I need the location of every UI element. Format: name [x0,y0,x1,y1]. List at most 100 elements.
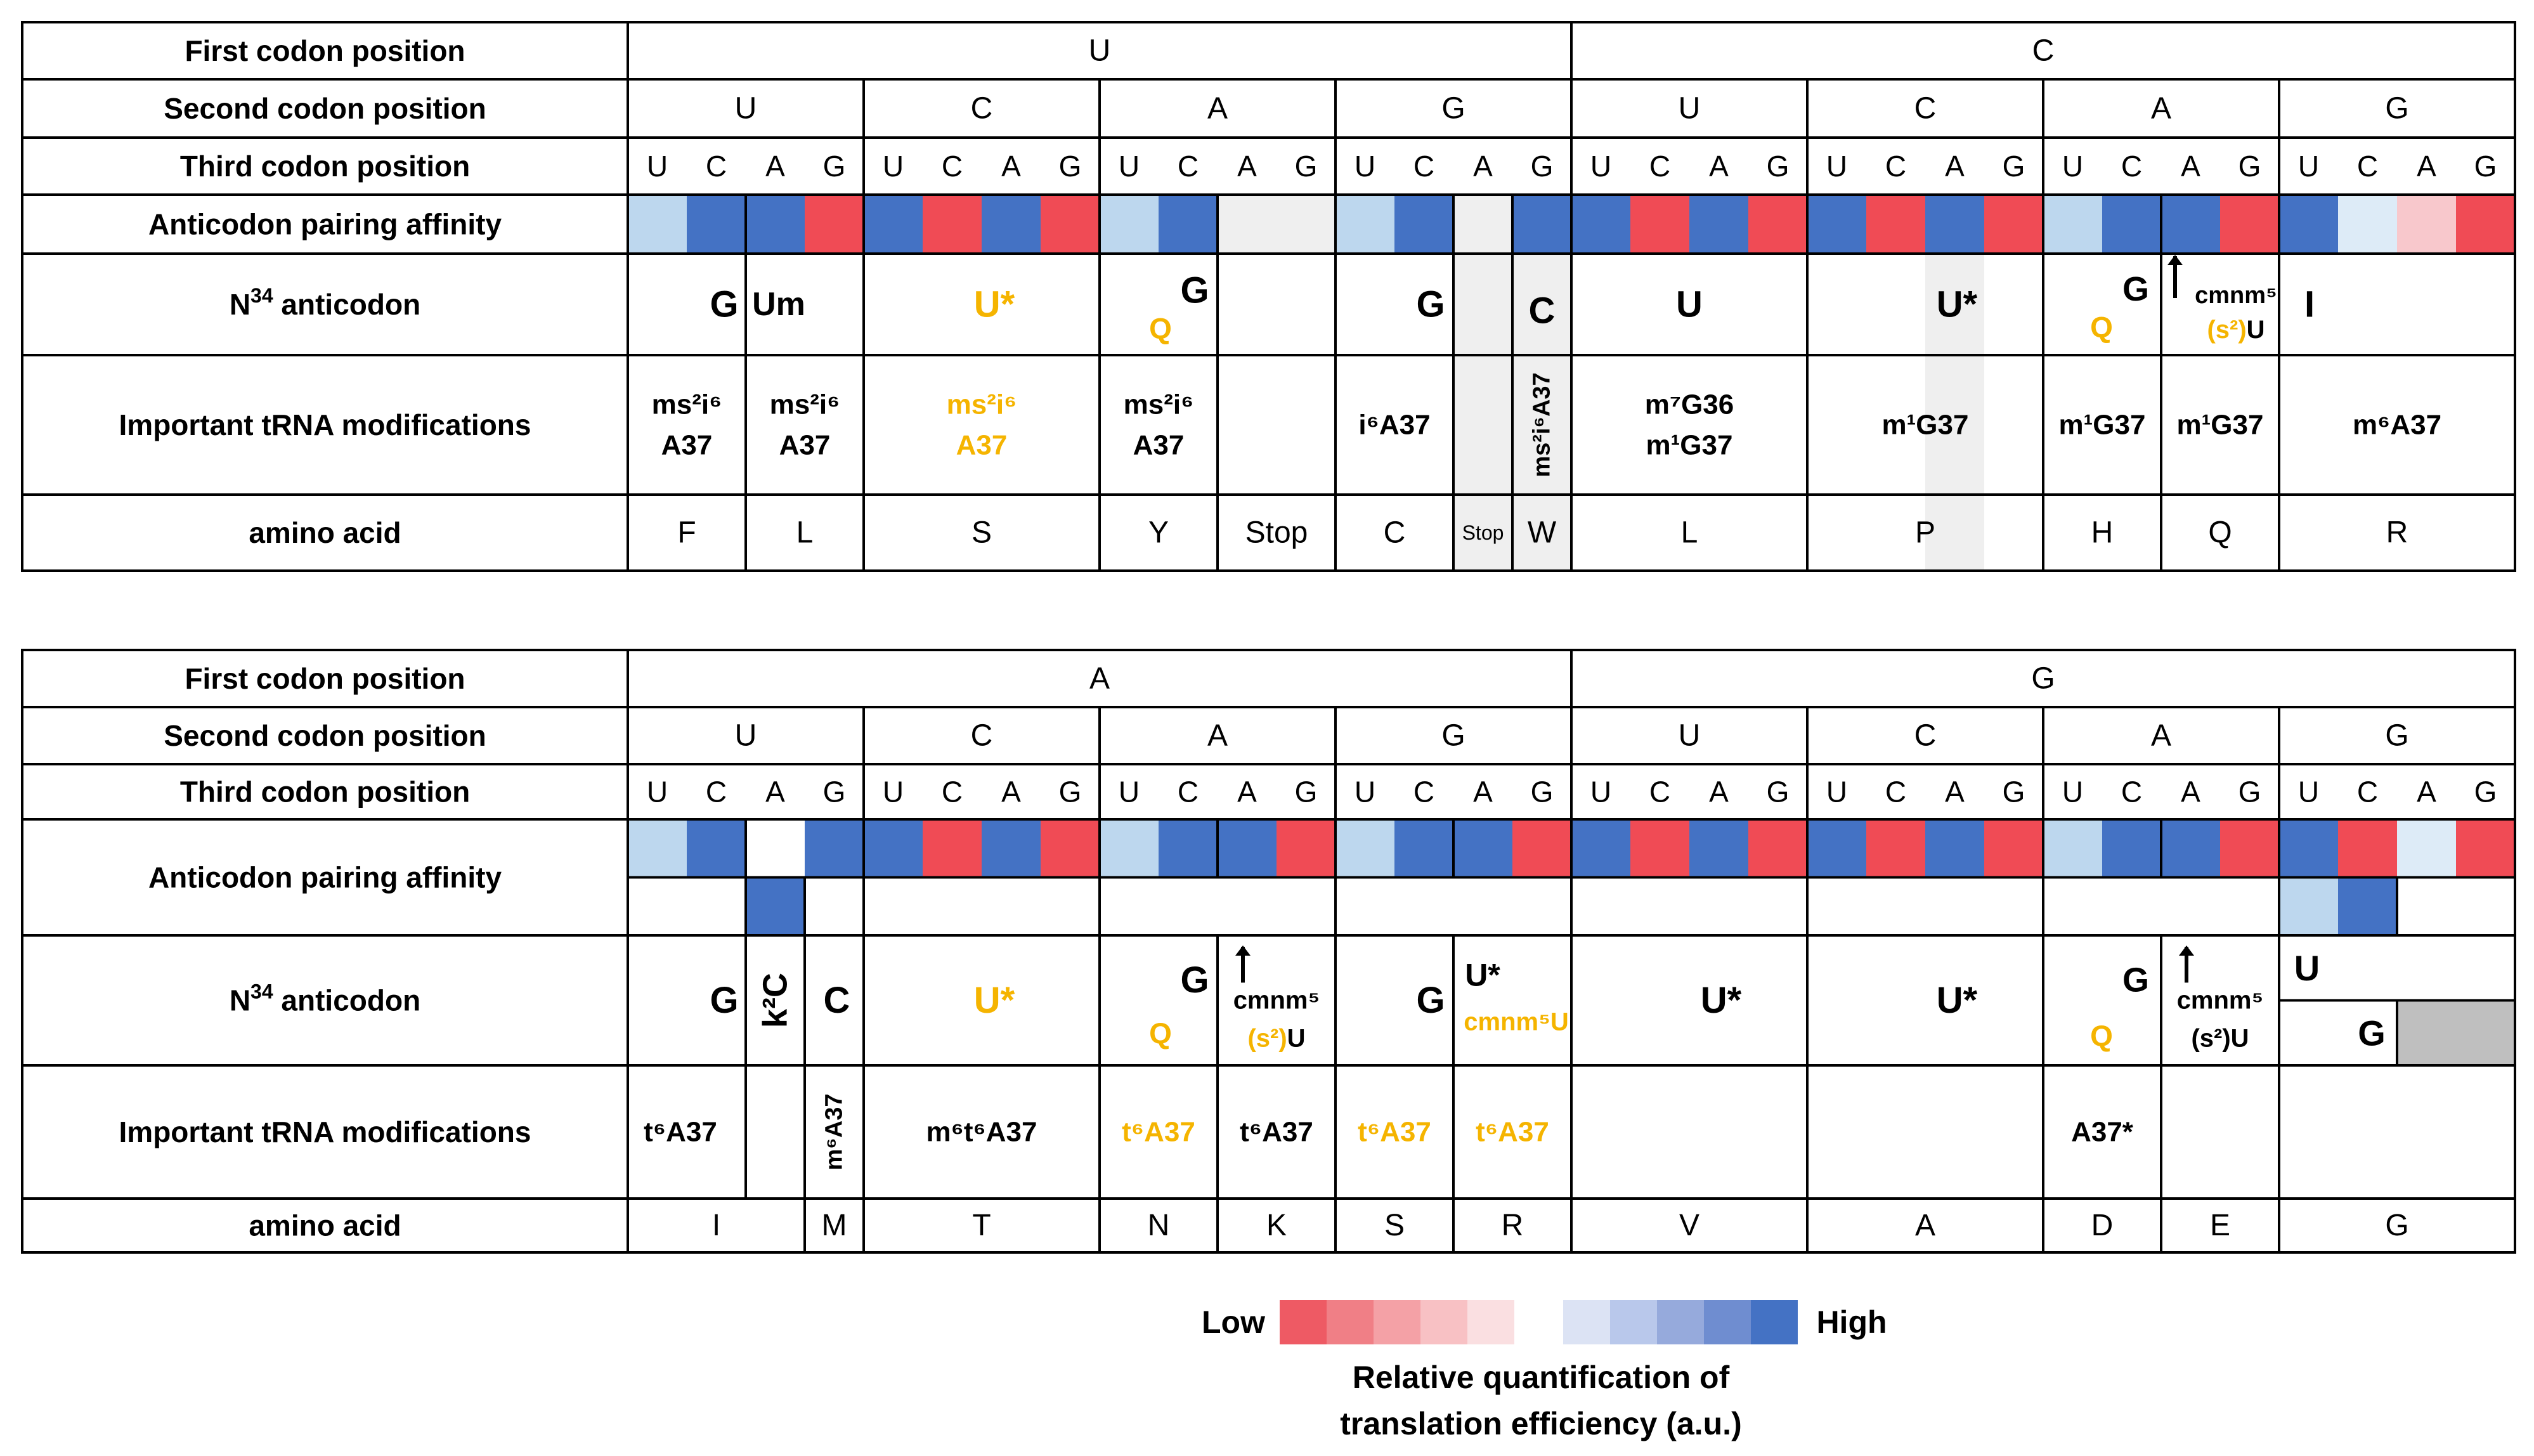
trna-modification: ms²i⁶A37 [1529,372,1556,477]
anticodon-label: U* [974,980,1015,1021]
affinity-cell [2397,195,2456,254]
affinity-cell [2338,195,2397,254]
legend-swatch [1751,1300,1798,1344]
second-position-U: U [735,92,757,126]
second-position-C: C [971,92,993,126]
affinity-cell [982,195,1041,254]
third-position-G: G [1531,150,1554,183]
trna-modification: m⁶A37 [821,1094,848,1171]
anticodon-label: U [2294,948,2320,988]
amino-acid-label: Stop [1462,521,1504,544]
third-position-A: A [1945,776,1965,809]
amino-acid-label: A [1915,1209,1935,1242]
second-position-C: C [1914,719,1937,753]
third-position-A: A [1473,150,1493,183]
color-scale-legend: Low High Relative quantification of transla… [1202,1300,1887,1441]
trna-modification: A37 [956,430,1008,461]
second-position-G: G [1441,92,1465,126]
affinity-cell [1689,195,1748,254]
affinity-cell [2279,195,2338,254]
arrow-icon [2179,946,2194,956]
row-label-anticodon-affinity: Anticodon pairing affinity [148,861,502,894]
affinity-cell [1925,819,1984,878]
third-position-G: G [1295,150,1318,183]
trna-modification: A37 [1133,430,1185,461]
amino-acid-label: H [2091,516,2114,550]
affinity-cell [923,819,982,878]
amino-acid-label: Q [2208,516,2232,550]
affinity-cell [864,819,923,878]
affinity-cell [1394,819,1453,878]
third-position-C: C [942,776,963,809]
legend-swatch [1610,1300,1657,1344]
anticodon-label: (s²)U [2191,1025,2249,1053]
third-position-A: A [1001,776,1021,809]
amino-acid-label: T [972,1209,991,1242]
first-position-A: A [1089,662,1110,696]
anticodon-label: U* [1937,980,1978,1021]
affinity-cell [1159,819,1218,878]
third-position-U: U [883,776,904,809]
anticodon-label: U* [1701,980,1742,1021]
third-position-A: A [2417,150,2436,183]
amino-acid-label: E [2210,1209,2230,1242]
amino-acid-label: K [1266,1209,1287,1242]
affinity-cell [1335,195,1394,254]
affinity-cell [1335,819,1394,878]
row-label-anticodon-affinity: Anticodon pairing affinity [148,208,502,241]
second-position-A: A [2151,92,2171,126]
trna-modification: m⁶A37 [2353,410,2441,441]
anticodon-queuosine: Q [2090,1020,2113,1053]
trna-modification: ms²i⁶ [652,389,722,420]
affinity-cell [746,877,805,935]
row-label-n34-anticodon: N34 anticodon [230,980,420,1017]
third-position-U: U [647,776,668,809]
affinity-cell [1041,819,1100,878]
affinity-cell [1748,195,1807,254]
row-label-second-codon: Second codon position [164,92,486,125]
anticodon-label: G [710,284,738,325]
trna-modification: i⁶A37 [1358,410,1430,441]
third-position-G: G [823,776,846,809]
anticodon-label: cmnm⁵ [1233,987,1320,1015]
affinity-cell [1866,819,1925,878]
third-position-G: G [2003,150,2025,183]
third-position-C: C [1178,150,1199,183]
third-position-C: C [1413,776,1434,809]
row-label-third-codon: Third codon position [180,150,470,183]
affinity-cell [2338,877,2397,935]
anticodon-label: cmnm⁵ [2195,282,2277,309]
second-position-U: U [1679,92,1701,126]
trna-modification: t⁶A37 [1358,1117,1431,1148]
amino-acid-label: R [1502,1209,1524,1242]
third-position-G: G [1767,776,1790,809]
anticodon-label: (s²)U [2207,316,2264,344]
legend-swatch [1420,1300,1467,1344]
affinity-cell [805,195,864,254]
affinity-cell [1925,195,1984,254]
affinity-cell [1866,195,1925,254]
affinity-cell [1100,819,1159,878]
anticodon-queuosine: Q [1149,312,1172,345]
anticodon-label: k²C [757,973,795,1028]
second-position-A: A [1207,92,1228,126]
third-position-G: G [1059,150,1082,183]
table-border [21,649,2516,1254]
amino-acid-label: M [822,1209,847,1242]
third-position-G: G [1767,150,1790,183]
trna-modification: A37 [779,430,831,461]
amino-acid-label: P [1915,516,1935,550]
anticodon-label: I [2304,284,2315,325]
affinity-cell [2279,877,2338,935]
affinity-cell [2456,195,2515,254]
amino-acid-label: S [971,516,992,550]
second-position-C: C [971,719,993,753]
first-position-U: U [1089,34,1111,68]
affinity-cell [2102,195,2161,254]
second-position-A: A [2151,719,2171,753]
affinity-cell [1512,195,1571,254]
trna-modification: m¹G37 [1646,430,1733,461]
third-position-A: A [1709,776,1729,809]
row-label-first-codon: First codon position [185,662,465,695]
